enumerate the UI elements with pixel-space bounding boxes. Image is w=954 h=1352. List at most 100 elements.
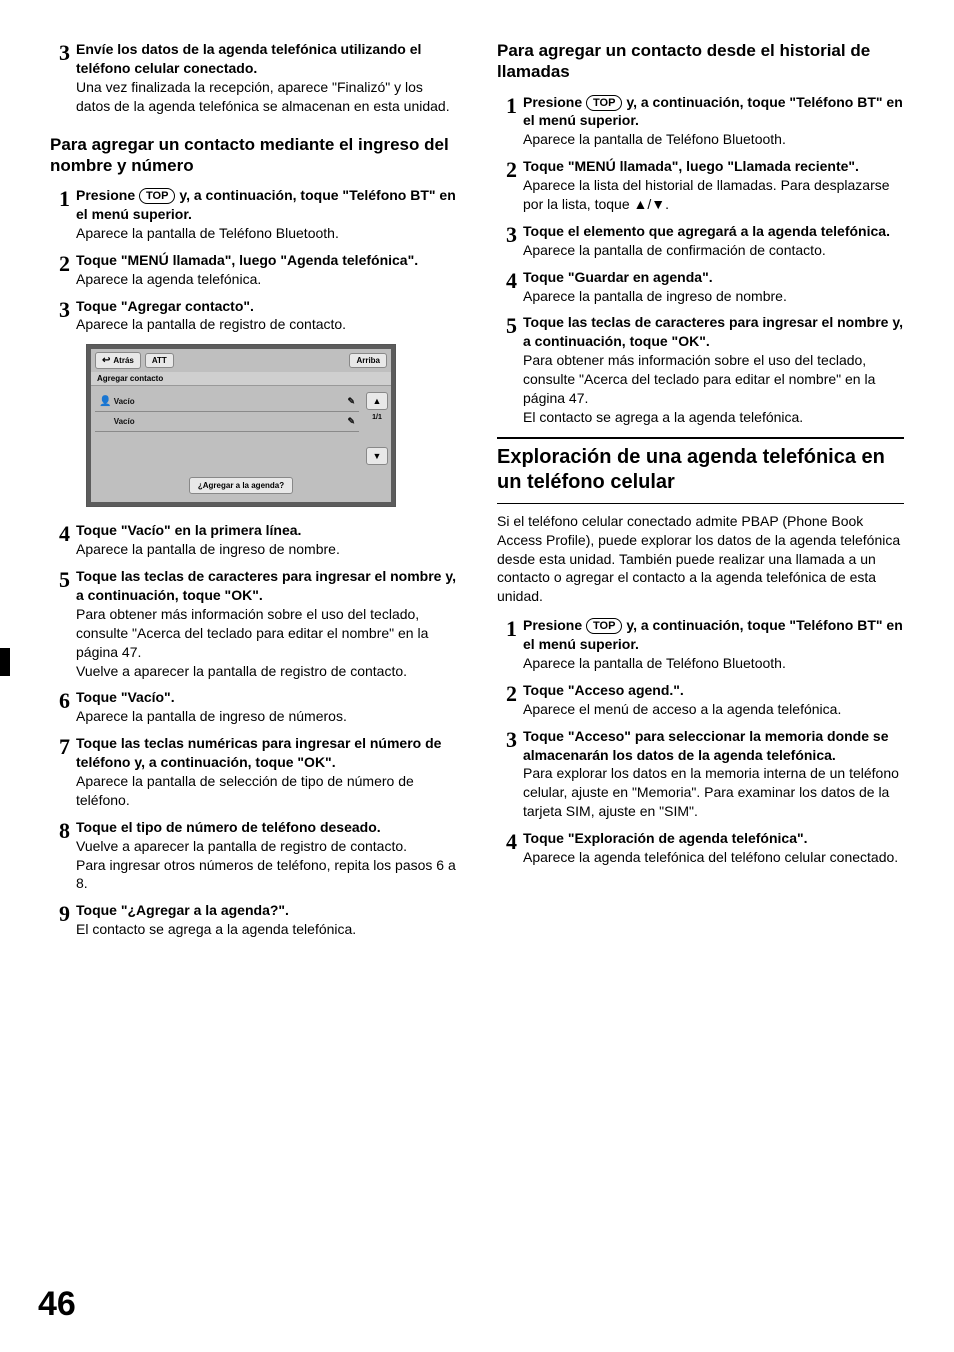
step-desc: Aparece la pantalla de registro de conta… bbox=[76, 315, 457, 334]
step-title: Toque "MENÚ llamada", luego "Agenda tele… bbox=[76, 252, 418, 268]
shot-topbar: ↩Atrás ATT Arriba bbox=[91, 349, 391, 372]
text-pre: Presione bbox=[523, 94, 586, 110]
step-desc: Aparece la pantalla de Teléfono Bluetoot… bbox=[523, 654, 904, 673]
step-number: 2 bbox=[497, 681, 523, 719]
att-label: ATT bbox=[152, 356, 167, 365]
step-desc: Aparece la pantalla de confirmación de c… bbox=[523, 241, 904, 260]
shot-side: ▲ 1/1 ▼ bbox=[363, 386, 391, 471]
step-title: Toque las teclas numéricas para ingresar… bbox=[76, 735, 441, 770]
pencil-icon: ✎ bbox=[347, 416, 355, 427]
scroll-up-button[interactable]: ▲ bbox=[366, 392, 388, 410]
list-item[interactable]: 👤 Vacío ✎ bbox=[95, 412, 359, 432]
section-explore: Exploración de una agenda telefónica en … bbox=[497, 445, 904, 495]
right-column: Para agregar un contacto desde el histor… bbox=[497, 40, 904, 947]
step-desc: Aparece la pantalla de Teléfono Bluetoot… bbox=[76, 224, 457, 243]
step-b4: 4 Toque "Guardar en agenda". Aparece la … bbox=[497, 268, 904, 306]
step-number: 8 bbox=[50, 818, 76, 894]
step-b1: 1 Presione TOP y, a continuación, toque … bbox=[497, 93, 904, 150]
step-a1: 1 Presione TOP y, a continuación, toque … bbox=[50, 186, 457, 243]
step-number: 4 bbox=[50, 521, 76, 559]
step-number: 5 bbox=[497, 313, 523, 426]
step-title: Toque las teclas de caracteres para ingr… bbox=[523, 314, 903, 349]
step-desc: Aparece la agenda telefónica. bbox=[76, 270, 457, 289]
top-key: TOP bbox=[139, 188, 175, 204]
step-desc: Para obtener más información sobre el us… bbox=[76, 605, 457, 681]
step-a8: 8 Toque el tipo de número de teléfono de… bbox=[50, 818, 457, 894]
top-key: TOP bbox=[586, 95, 622, 111]
step-title: Toque "Guardar en agenda". bbox=[523, 269, 713, 285]
step-desc: Aparece la pantalla de ingreso de nombre… bbox=[76, 540, 457, 559]
shot-subtitle: Agregar contacto bbox=[91, 372, 391, 386]
step-b2: 2 Toque "MENÚ llamada", luego "Llamada r… bbox=[497, 157, 904, 214]
add-to-agenda-button[interactable]: ¿Agregar a la agenda? bbox=[189, 477, 293, 494]
step-desc: Aparece la lista del historial de llamad… bbox=[523, 176, 904, 214]
arriba-button[interactable]: Arriba bbox=[349, 353, 387, 368]
text-pre: Presione bbox=[523, 617, 586, 633]
step-desc: Para obtener más información sobre el us… bbox=[523, 351, 904, 427]
row-label: Vacío bbox=[114, 397, 135, 406]
step-b5: 5 Toque las teclas de caracteres para in… bbox=[497, 313, 904, 426]
step-desc: Para explorar los datos en la memoria in… bbox=[523, 764, 904, 821]
section-add-from-history: Para agregar un contacto desde el histor… bbox=[497, 40, 904, 83]
edge-tab bbox=[0, 648, 10, 676]
step-c1: 1 Presione TOP y, a continuación, toque … bbox=[497, 616, 904, 673]
scroll-down-button[interactable]: ▼ bbox=[366, 447, 388, 465]
list-item[interactable]: 👤 Vacío ✎ bbox=[95, 392, 359, 412]
step-title: Envíe los datos de la agenda telefónica … bbox=[76, 41, 421, 76]
step-title: Toque "¿Agregar a la agenda?". bbox=[76, 902, 289, 918]
top-key: TOP bbox=[586, 618, 622, 634]
step-title: Toque "MENÚ llamada", luego "Llamada rec… bbox=[523, 158, 859, 174]
step-a6: 6 Toque "Vacío". Aparece la pantalla de … bbox=[50, 688, 457, 726]
step-3-send: 3 Envíe los datos de la agenda telefónic… bbox=[50, 40, 457, 116]
step-desc: El contacto se agrega a la agenda telefó… bbox=[76, 920, 457, 939]
step-number: 2 bbox=[50, 251, 76, 289]
step-desc: Una vez finalizada la recepción, aparece… bbox=[76, 78, 457, 116]
step-desc: Aparece la agenda telefónica del teléfon… bbox=[523, 848, 904, 867]
step-number: 1 bbox=[497, 93, 523, 150]
shot-list: 👤 Vacío ✎ 👤 Vacío ✎ bbox=[91, 386, 363, 471]
back-button[interactable]: ↩Atrás bbox=[95, 352, 141, 369]
person-icon: 👤 bbox=[99, 396, 111, 407]
step-number: 5 bbox=[50, 567, 76, 680]
step-number: 4 bbox=[497, 829, 523, 867]
step-title: Toque "Vacío". bbox=[76, 689, 175, 705]
step-number: 7 bbox=[50, 734, 76, 810]
rule-heavy bbox=[497, 437, 904, 439]
footer-btn-label: ¿Agregar a la agenda? bbox=[198, 481, 284, 490]
left-column: 3 Envíe los datos de la agenda telefónic… bbox=[50, 40, 457, 947]
step-number: 3 bbox=[497, 222, 523, 260]
step-number: 4 bbox=[497, 268, 523, 306]
step-number: 3 bbox=[50, 40, 76, 116]
page-columns: 3 Envíe los datos de la agenda telefónic… bbox=[50, 40, 904, 947]
step-title: Toque "Acceso agend.". bbox=[523, 682, 684, 698]
back-arrow-icon: ↩ bbox=[102, 355, 110, 366]
step-desc: Aparece el menú de acceso a la agenda te… bbox=[523, 700, 904, 719]
step-title: Presione TOP y, a continuación, toque "T… bbox=[523, 617, 903, 652]
back-label: Atrás bbox=[113, 356, 133, 365]
step-a4: 4 Toque "Vacío" en la primera línea. Apa… bbox=[50, 521, 457, 559]
step-desc: Aparece la pantalla de ingreso de nombre… bbox=[523, 287, 904, 306]
step-title: Toque "Agregar contacto". bbox=[76, 298, 254, 314]
step-number: 3 bbox=[50, 297, 76, 335]
row-label: Vacío bbox=[114, 417, 135, 426]
step-title: Toque el tipo de número de teléfono dese… bbox=[76, 819, 381, 835]
att-button[interactable]: ATT bbox=[145, 353, 174, 368]
step-title: Toque el elemento que agregará a la agen… bbox=[523, 223, 890, 239]
pencil-icon: ✎ bbox=[347, 396, 355, 407]
step-title: Toque "Vacío" en la primera línea. bbox=[76, 522, 301, 538]
page-number: 46 bbox=[38, 1285, 76, 1324]
step-a9: 9 Toque "¿Agregar a la agenda?". El cont… bbox=[50, 901, 457, 939]
step-b3: 3 Toque el elemento que agregará a la ag… bbox=[497, 222, 904, 260]
step-a3: 3 Toque "Agregar contacto". Aparece la p… bbox=[50, 297, 457, 335]
step-c3: 3 Toque "Acceso" para seleccionar la mem… bbox=[497, 727, 904, 821]
step-desc: Aparece la pantalla de ingreso de número… bbox=[76, 707, 457, 726]
rule-light bbox=[497, 503, 904, 504]
step-a5: 5 Toque las teclas de caracteres para in… bbox=[50, 567, 457, 680]
step-number: 3 bbox=[497, 727, 523, 821]
step-title: Toque "Acceso" para seleccionar la memor… bbox=[523, 728, 888, 763]
arriba-label: Arriba bbox=[356, 356, 380, 365]
screenshot-add-contact: ↩Atrás ATT Arriba Agregar contacto 👤 Vac… bbox=[86, 344, 396, 507]
intro-paragraph: Si el teléfono celular conectado admite … bbox=[497, 512, 904, 606]
step-desc: Aparece la pantalla de selección de tipo… bbox=[76, 772, 457, 810]
page-indicator: 1/1 bbox=[372, 414, 382, 421]
